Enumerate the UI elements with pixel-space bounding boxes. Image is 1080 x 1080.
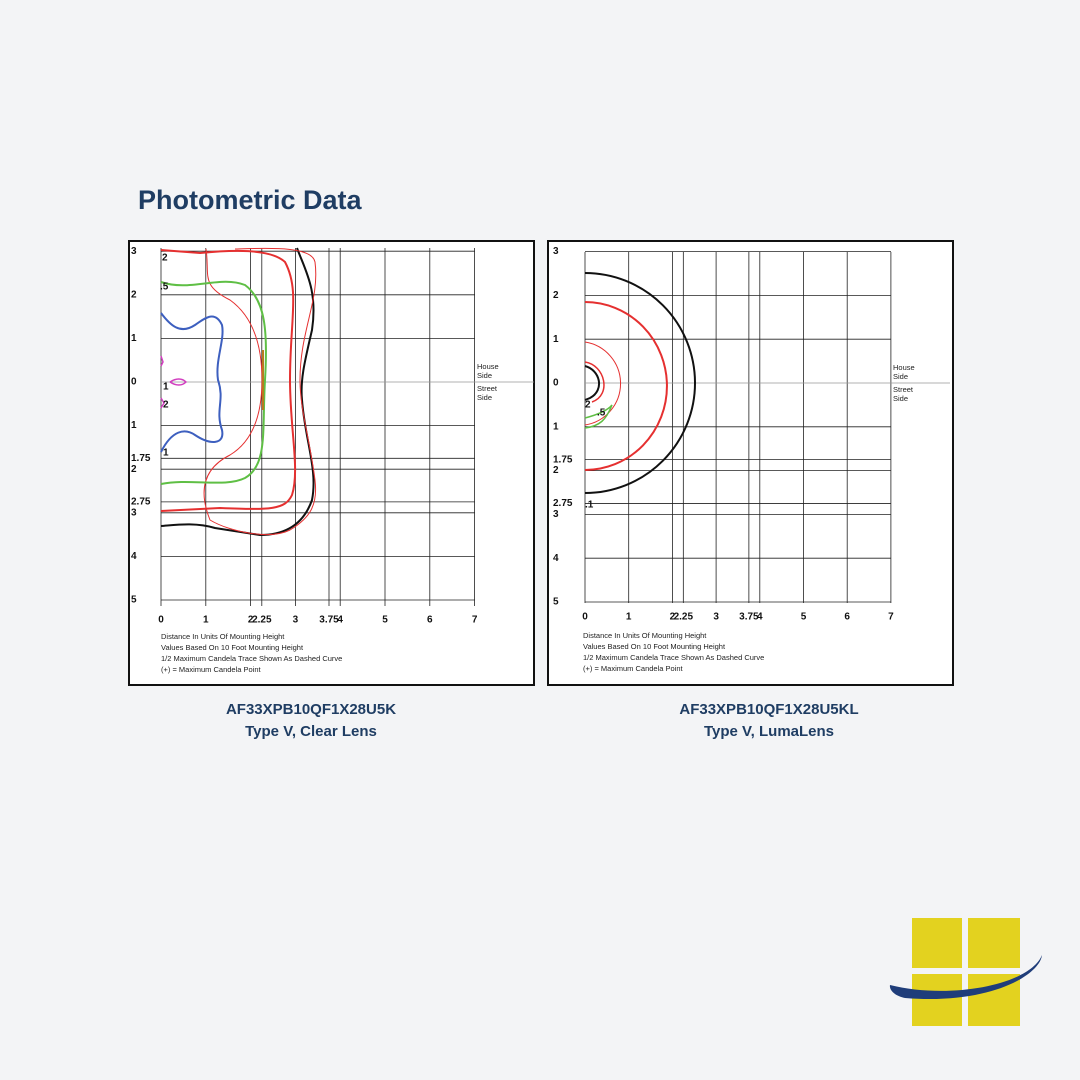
y-tick-label: 2 bbox=[553, 465, 559, 476]
y-tick-label: 1 bbox=[131, 333, 137, 344]
contour bbox=[160, 312, 224, 453]
y-tick-label: 1 bbox=[553, 421, 559, 432]
x-tick-label: 2.25 bbox=[252, 615, 272, 626]
y-tick-label: 2.75 bbox=[131, 497, 151, 508]
x-tick-label: 1 bbox=[203, 615, 209, 626]
y-tick-label: 1.75 bbox=[553, 454, 573, 465]
logo bbox=[889, 918, 1042, 1026]
y-tick-label: 0 bbox=[131, 377, 137, 388]
caption: AF33XPB10QF1X28U5KL bbox=[679, 701, 858, 718]
x-tick-label: 6 bbox=[844, 612, 850, 623]
panel-frame bbox=[128, 240, 535, 686]
contour bbox=[160, 249, 297, 512]
x-tick-label: 7 bbox=[472, 615, 478, 626]
note: Distance In Units Of Mounting Height bbox=[161, 632, 285, 641]
contour-label: 2 bbox=[585, 400, 591, 411]
contour-label: 2 bbox=[162, 253, 168, 264]
note: (+) = Maximum Candela Point bbox=[161, 665, 262, 674]
contour-label: .1 bbox=[585, 500, 594, 511]
x-tick-label: 3.75 bbox=[319, 615, 339, 626]
y-tick-label: 5 bbox=[131, 595, 137, 606]
street-side-label: Side bbox=[477, 393, 492, 402]
house-side-label: Side bbox=[893, 372, 908, 381]
contour bbox=[584, 272, 696, 494]
y-tick-label: 3 bbox=[131, 246, 137, 257]
note: Values Based On 10 Foot Mounting Height bbox=[161, 643, 304, 652]
x-tick-label: 2 bbox=[248, 615, 254, 626]
contour bbox=[584, 301, 668, 471]
y-tick-label: 1 bbox=[131, 420, 137, 431]
y-tick-label: 1.75 bbox=[131, 453, 151, 464]
x-tick-label: 3 bbox=[713, 612, 719, 623]
house-side-label: House bbox=[477, 362, 499, 371]
contour-label: 2 bbox=[163, 400, 169, 411]
contour bbox=[584, 365, 600, 401]
y-tick-label: 3 bbox=[553, 246, 559, 257]
x-tick-label: 3.75 bbox=[739, 612, 759, 623]
contour-label: .5 bbox=[160, 282, 169, 293]
x-tick-label: 6 bbox=[427, 615, 433, 626]
x-tick-label: 7 bbox=[888, 612, 894, 623]
note: Distance In Units Of Mounting Height bbox=[583, 631, 707, 640]
y-tick-label: 2 bbox=[131, 464, 137, 475]
contour bbox=[584, 404, 613, 429]
y-tick-label: 2 bbox=[553, 290, 559, 301]
contours bbox=[160, 247, 317, 537]
house-side-label: Side bbox=[477, 371, 492, 380]
caption: Type V, LumaLens bbox=[704, 723, 834, 740]
street-side-label: Side bbox=[893, 394, 908, 403]
x-tick-label: 3 bbox=[293, 615, 299, 626]
y-tick-label: 0 bbox=[553, 378, 559, 389]
contour bbox=[203, 247, 317, 536]
y-tick-label: 2.75 bbox=[553, 498, 573, 509]
x-tick-label: 2 bbox=[670, 612, 676, 623]
y-tick-label: 3 bbox=[553, 509, 559, 520]
contours bbox=[584, 272, 696, 494]
y-tick-label: 2 bbox=[131, 289, 137, 300]
x-tick-label: 2.25 bbox=[674, 612, 694, 623]
x-tick-label: 5 bbox=[382, 615, 388, 626]
contour bbox=[584, 361, 605, 403]
caption: Type V, Clear Lens bbox=[245, 723, 377, 740]
y-tick-label: 4 bbox=[553, 553, 559, 564]
x-tick-label: 0 bbox=[582, 612, 588, 623]
x-tick-label: 5 bbox=[801, 612, 807, 623]
note: 1/2 Maximum Candela Trace Shown As Dashe… bbox=[161, 654, 342, 663]
y-tick-label: 1 bbox=[553, 334, 559, 345]
note: (+) = Maximum Candela Point bbox=[583, 664, 684, 673]
x-tick-label: 4 bbox=[337, 615, 343, 626]
contour-label: 1 bbox=[163, 448, 169, 459]
x-tick-label: 0 bbox=[158, 615, 164, 626]
page-title: Photometric Data bbox=[138, 185, 363, 215]
note: 1/2 Maximum Candela Trace Shown As Dashe… bbox=[583, 653, 764, 662]
y-tick-label: 5 bbox=[553, 597, 559, 608]
contour bbox=[160, 355, 188, 409]
street-side-label: Street bbox=[893, 385, 914, 394]
caption: AF33XPB10QF1X28U5K bbox=[226, 701, 396, 718]
house-side-label: House bbox=[893, 363, 915, 372]
x-tick-label: 4 bbox=[757, 612, 763, 623]
street-side-label: Street bbox=[477, 384, 498, 393]
y-tick-label: 3 bbox=[131, 507, 137, 518]
contour bbox=[160, 280, 267, 485]
y-tick-label: 4 bbox=[131, 551, 137, 562]
contour-label: .5 bbox=[597, 408, 606, 419]
x-tick-label: 1 bbox=[626, 612, 632, 623]
contour-label: 1 bbox=[163, 382, 169, 393]
note: Values Based On 10 Foot Mounting Height bbox=[583, 642, 726, 651]
contour bbox=[584, 341, 621, 426]
